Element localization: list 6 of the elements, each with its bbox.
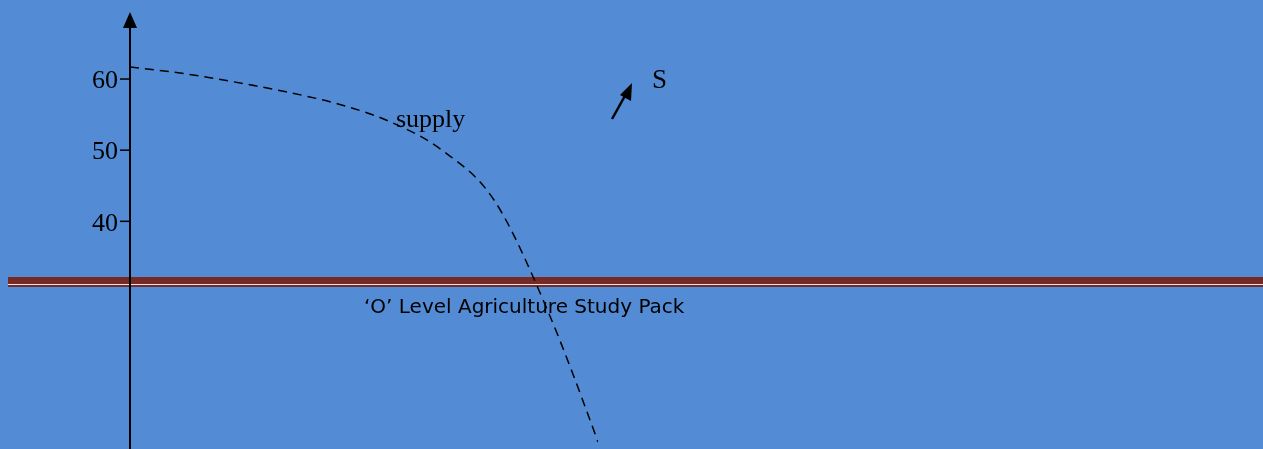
annotation: ‘O’ Level Agriculture Study Pack [364, 294, 685, 318]
series-label: supply [396, 103, 466, 134]
y-tick-label: 60 [92, 65, 118, 95]
text: S [652, 64, 668, 95]
y-tick-label: 50 [92, 136, 118, 166]
y-tick-label: 40 [92, 207, 118, 237]
